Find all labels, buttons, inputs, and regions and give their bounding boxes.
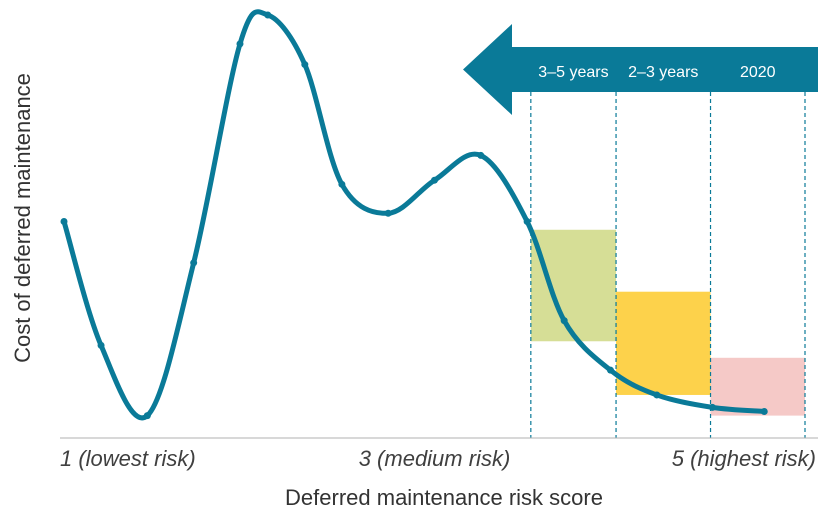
y-axis-title: Cost of deferred maintenance (10, 73, 35, 363)
data-point-9 (431, 176, 438, 184)
band-label-0: 3–5 years (538, 64, 608, 81)
risk-bands (530, 229, 805, 416)
data-point-2 (143, 412, 151, 420)
x-axis-title: Deferred maintenance risk score (285, 485, 603, 510)
data-point-0 (60, 218, 68, 225)
x-tick-label-1: 3 (medium risk) (359, 446, 511, 471)
x-tick-labels: 1 (lowest risk) 3 (medium risk) 5 (highest… (60, 446, 816, 471)
band-label-2: 2020 (740, 64, 776, 81)
arrow-shape (463, 24, 818, 115)
band-rect-1 (616, 291, 711, 395)
data-point-7 (338, 180, 346, 188)
x-tick-label-0: 1 (lowest risk) (60, 446, 196, 471)
data-point-5 (264, 11, 272, 19)
data-point-8 (384, 209, 392, 217)
x-tick-label-2: 5 (highest risk) (672, 446, 816, 471)
data-point-14 (653, 391, 661, 399)
data-point-16 (760, 407, 768, 415)
band-rect-2 (710, 357, 805, 416)
data-point-12 (560, 317, 568, 325)
data-point-15 (708, 403, 716, 411)
band-rect-0 (530, 229, 617, 342)
series (60, 9, 768, 421)
data-point-11 (523, 218, 531, 225)
data-point-13 (606, 366, 614, 374)
band-label-1: 2–3 years (628, 64, 698, 81)
data-point-4 (236, 40, 244, 48)
data-point-1 (97, 341, 105, 349)
timeframe-arrow: 3–5 years 2–3 years 2020 (463, 24, 818, 115)
band-divider-lines (530, 92, 806, 438)
data-point-10 (477, 151, 485, 159)
data-point-6 (301, 61, 309, 69)
data-point-3 (190, 259, 198, 267)
